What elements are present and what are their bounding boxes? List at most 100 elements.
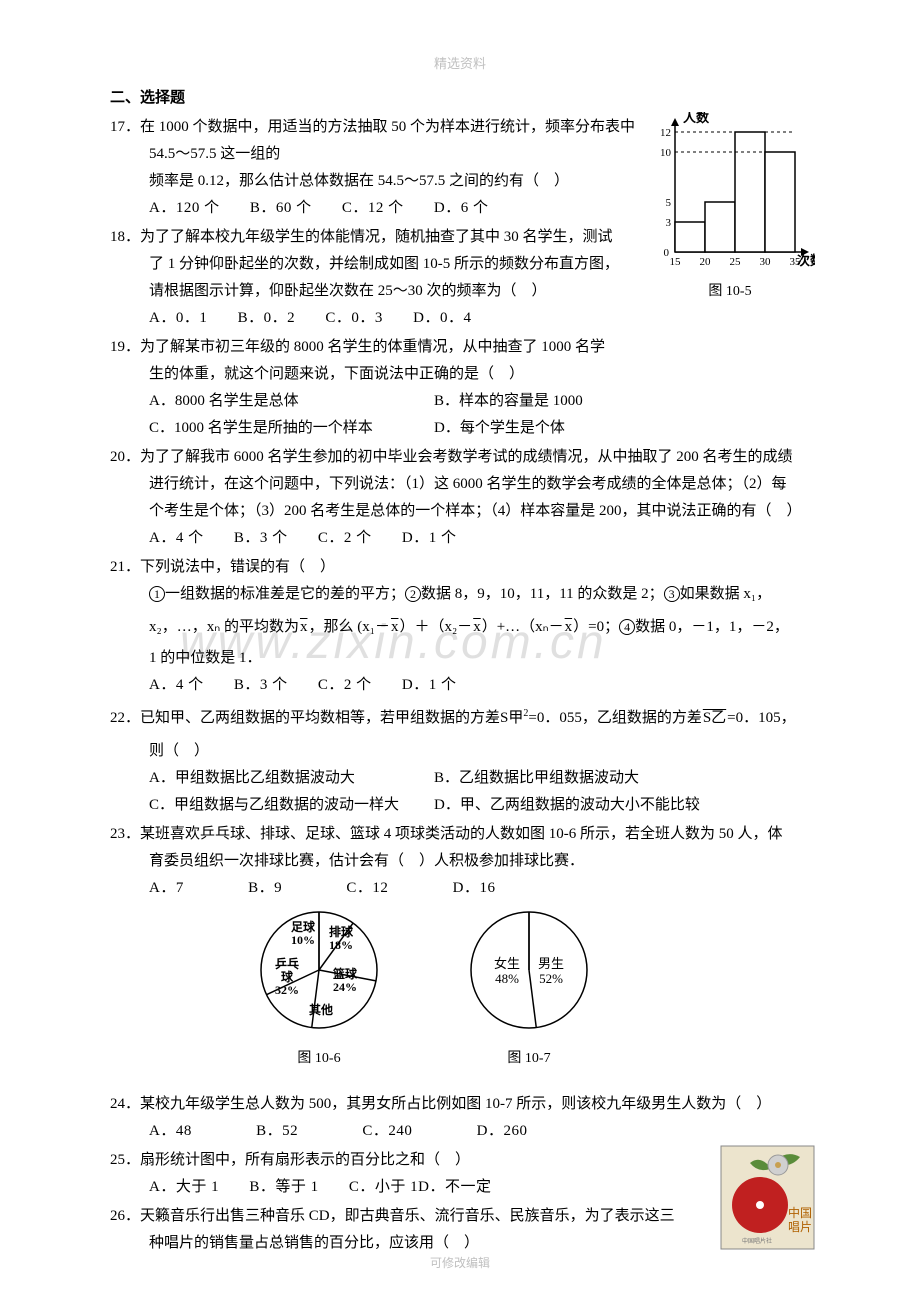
svg-text:10%: 10%	[291, 933, 315, 947]
svg-text:人数: 人数	[683, 112, 710, 125]
svg-text:30: 30	[760, 256, 772, 267]
pie2-wrap: 女生48% 男生52% 图 10-7	[459, 906, 599, 1071]
q20-text-c: 个考生是个体；（3）200 名考生是总体的一个样本；（4）样本容量是 200，其…	[110, 498, 815, 525]
question-19: 19．为了解某市初三年级的 8000 名学生的体重情况，从中抽查了 1000 名…	[110, 334, 815, 442]
svg-text:男生: 男生	[538, 956, 564, 971]
svg-text:10: 10	[660, 147, 672, 159]
svg-text:女生: 女生	[494, 956, 520, 971]
pie1-caption: 图 10-6	[249, 1046, 389, 1071]
q21-opt-d: D．1 个	[402, 677, 457, 693]
q22-text-d: 则（ ）	[110, 738, 815, 765]
circled-2: 2	[405, 586, 421, 602]
q17-opt-c: C．12 个	[342, 200, 404, 216]
page-header: 精选资料	[0, 52, 920, 75]
q20-opt-b: B．3 个	[234, 530, 288, 546]
pie2-svg: 女生48% 男生52%	[459, 906, 599, 1034]
svg-text:次数: 次数	[797, 253, 815, 267]
histogram-figure: 03510121520253035人数次数 图 10-5	[645, 112, 815, 304]
cd-svg: 中国唱片中国唱片社	[720, 1145, 815, 1250]
q25-opt-a: A．大于 1	[149, 1179, 219, 1195]
svg-text:15: 15	[670, 256, 682, 267]
q19-text-b: 生的体重，就这个问题来说，下面说法中正确的是（ ）	[110, 361, 815, 388]
q21-l2b: ，那么 (x₁－	[308, 619, 389, 635]
question-26: 26．天籁音乐行出售三种音乐 CD，即古典音乐、流行音乐、民族音乐，为了表示这三…	[110, 1203, 815, 1257]
q24-opt-b: B．52	[256, 1123, 298, 1139]
q22-text-b: =0．055，乙组数据的方差	[528, 710, 701, 726]
page-footer: 可修改编辑	[0, 1253, 920, 1275]
q25-options: A．大于 1 B．等于 1 C．小于 1D．不一定	[110, 1174, 815, 1201]
q17-opt-b: B．60 个	[250, 200, 312, 216]
svg-text:32%: 32%	[275, 983, 299, 997]
q21-options: A．4 个 B．3 个 C．2 个 D．1 个	[110, 672, 815, 699]
pie-charts: 足球10%排球18%篮球24%其他乒乓球32% 图 10-6 女生48%男生52…	[210, 906, 815, 1071]
q20-text-a: 20．为了了解我市 6000 名学生参加的初中毕业会考数学考试的成绩情况，从中抽…	[110, 444, 815, 471]
svg-text:5: 5	[666, 197, 672, 209]
svg-text:3: 3	[666, 217, 672, 229]
pie1-wrap: 足球10%排球18%篮球24%其他乒乓球32% 图 10-6	[249, 906, 389, 1071]
q22-opt-c: C．甲组数据与乙组数据的波动一样大	[149, 792, 434, 819]
q19-opt-c: C．1000 名学生是所抽的一个样本	[149, 415, 434, 442]
s-jia: S甲	[500, 710, 523, 726]
q25-opt-b: B．等于 1	[249, 1179, 318, 1195]
q20-opt-d: D．1 个	[402, 530, 457, 546]
q19-options: A．8000 名学生是总体 B．样本的容量是 1000 C．1000 名学生是所…	[110, 388, 815, 442]
q20-opt-c: C．2 个	[318, 530, 372, 546]
q21-l2d: ）+…（xₙ－	[482, 619, 564, 635]
q23-opt-a: A．7	[149, 880, 184, 896]
q21-line3: 1 的中位数是 1．	[110, 645, 815, 672]
q18-opt-d: D．0．4	[413, 310, 471, 326]
q21-text-a: 21．下列说法中，错误的有（ ）	[110, 554, 815, 581]
question-22: 22．已知甲、乙两组数据的平均数相等，若甲组数据的方差S甲2=0．055，乙组数…	[110, 705, 815, 819]
pie1-svg: 足球10%排球18%篮球24%其他乒乓球32%	[249, 906, 389, 1034]
section-title: 二、选择题	[110, 85, 815, 112]
svg-text:48%: 48%	[495, 971, 519, 986]
q23-text-b: 育委员组织一次排球比赛，估计会有（ ）人积极参加排球比赛．	[110, 848, 815, 875]
q20-text-b: 进行统计，在这个问题中，下列说法：（1）这 6000 名学生的数学会考成绩的全体…	[110, 471, 815, 498]
q19-opt-b: B．样本的容量是 1000	[434, 388, 719, 415]
q21-opt-c: C．2 个	[318, 677, 372, 693]
svg-text:12: 12	[660, 127, 671, 139]
q18-opt-b: B．0．2	[238, 310, 296, 326]
q17-opt-a: A．120 个	[149, 200, 220, 216]
question-20: 20．为了了解我市 6000 名学生参加的初中毕业会考数学考试的成绩情况，从中抽…	[110, 444, 815, 552]
q21-l2c: ）＋（x₂－	[399, 619, 472, 635]
q22-opt-a: A．甲组数据比乙组数据波动大	[149, 765, 434, 792]
q24-text-a: 24．某校九年级学生总人数为 500，其男女所占比例如图 10-7 所示，则该校…	[110, 1091, 815, 1118]
histogram-svg: 03510121520253035人数次数	[645, 112, 815, 267]
svg-text:18%: 18%	[329, 938, 353, 952]
svg-text:乒乓: 乒乓	[275, 956, 299, 971]
q20-opt-a: A．4 个	[149, 530, 204, 546]
s-yi: S乙	[702, 710, 727, 726]
q21-l2a: x₂，…，xₙ 的平均数为	[149, 619, 299, 635]
q18-options: A．0．1 B．0．2 C．0．3 D．0．4	[110, 305, 815, 332]
q23-options: A．7 B．9 C．12 D．16	[110, 875, 815, 902]
q21-line1b: 数据 8，9，10，11，11 的众数是 2；	[421, 586, 664, 602]
q21-line1: 1一组数据的标准差是它的差的平方；2数据 8，9，10，11，11 的众数是 2…	[110, 581, 815, 608]
q21-opt-a: A．4 个	[149, 677, 204, 693]
q24-opt-d: D．260	[477, 1123, 528, 1139]
q23-opt-c: C．12	[346, 880, 388, 896]
svg-text:足球: 足球	[291, 919, 316, 934]
svg-text:52%: 52%	[539, 971, 563, 986]
q18-opt-c: C．0．3	[325, 310, 383, 326]
pie2-caption: 图 10-7	[459, 1046, 599, 1071]
q25-text-a: 25．扇形统计图中，所有扇形表示的百分比之和（ ）	[110, 1147, 815, 1174]
q23-opt-d: D．16	[453, 880, 496, 896]
cd-image: 中国唱片中国唱片社	[720, 1145, 815, 1260]
circled-4: 4	[619, 619, 635, 635]
q22-text-c: =0．105，	[727, 710, 795, 726]
xbar-4: x	[564, 619, 574, 635]
q19-text-a: 19．为了解某市初三年级的 8000 名学生的体重情况，从中抽查了 1000 名…	[110, 334, 815, 361]
svg-text:篮球: 篮球	[332, 966, 358, 981]
q22-opt-b: B．乙组数据比甲组数据波动大	[434, 765, 719, 792]
xbar-3: x	[472, 619, 482, 635]
svg-text:排球: 排球	[329, 924, 354, 939]
q20-options: A．4 个 B．3 个 C．2 个 D．1 个	[110, 525, 815, 552]
q22-options: A．甲组数据比乙组数据波动大 B．乙组数据比甲组数据波动大 C．甲组数据与乙组数…	[110, 765, 815, 819]
svg-text:唱片: 唱片	[788, 1220, 812, 1234]
q19-opt-a: A．8000 名学生是总体	[149, 388, 434, 415]
q22-opt-d: D．甲、乙两组数据的波动大小不能比较	[434, 792, 754, 819]
q21-line1c: 如果数据 x₁，	[680, 586, 771, 602]
q23-opt-b: B．9	[248, 880, 282, 896]
svg-text:25: 25	[730, 256, 742, 267]
